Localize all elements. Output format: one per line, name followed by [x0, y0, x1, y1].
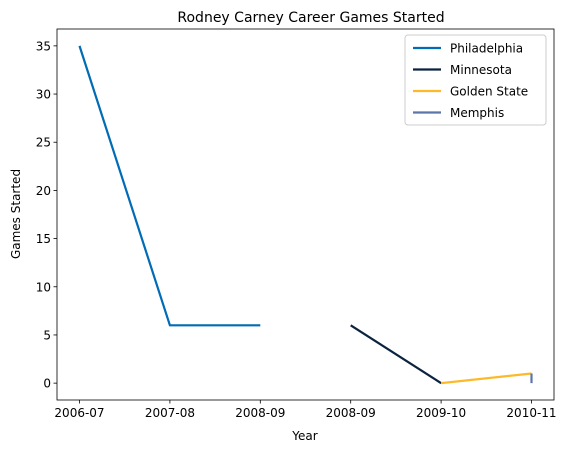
y-tick-label: 15: [36, 232, 51, 246]
x-tick-label: 2009-10: [416, 406, 466, 420]
plot-area: [56, 28, 555, 401]
y-tick-label: 25: [36, 136, 51, 150]
series-line-philadelphia: [78, 45, 261, 327]
x-axis-label: Year: [291, 429, 317, 443]
y-tick-label: 10: [36, 280, 51, 294]
legend: Philadelphia Minnesota Golden State Memphis: [404, 34, 547, 126]
chart-title: Rodney Carney Career Games Started: [177, 10, 444, 26]
x-tick-label: 2008-09: [235, 406, 285, 420]
legend-frame: [404, 34, 547, 126]
legend-label: Philadelphia: [450, 42, 523, 56]
x-tick-label: 2010-11: [506, 406, 556, 420]
legend-label: Golden State: [450, 85, 528, 99]
y-tick-label: 0: [43, 377, 51, 391]
series-line-minnesota: [350, 324, 442, 385]
x-axis: 2006-07 2007-08 2008-09 2008-09 2009-10 2010-…: [54, 400, 557, 420]
x-tick-label: 2006-07: [54, 406, 104, 420]
legend-label: Memphis: [450, 106, 504, 120]
plot-frame: [56, 28, 555, 401]
y-tick-label: 35: [36, 39, 51, 53]
series-layer: [78, 45, 533, 385]
x-tick-label: 2008-09: [326, 406, 376, 420]
x-tick-label: 2007-08: [145, 406, 195, 420]
y-tick-label: 30: [36, 88, 51, 102]
y-tick-label: 20: [36, 184, 51, 198]
legend-label: Minnesota: [450, 63, 512, 77]
series-line-golden-state: [440, 372, 532, 385]
y-tick-label: 5: [43, 328, 51, 342]
y-axis-label: Games Started: [9, 169, 23, 259]
y-axis: 0 5 10 15 20 25 30 35: [36, 39, 57, 391]
